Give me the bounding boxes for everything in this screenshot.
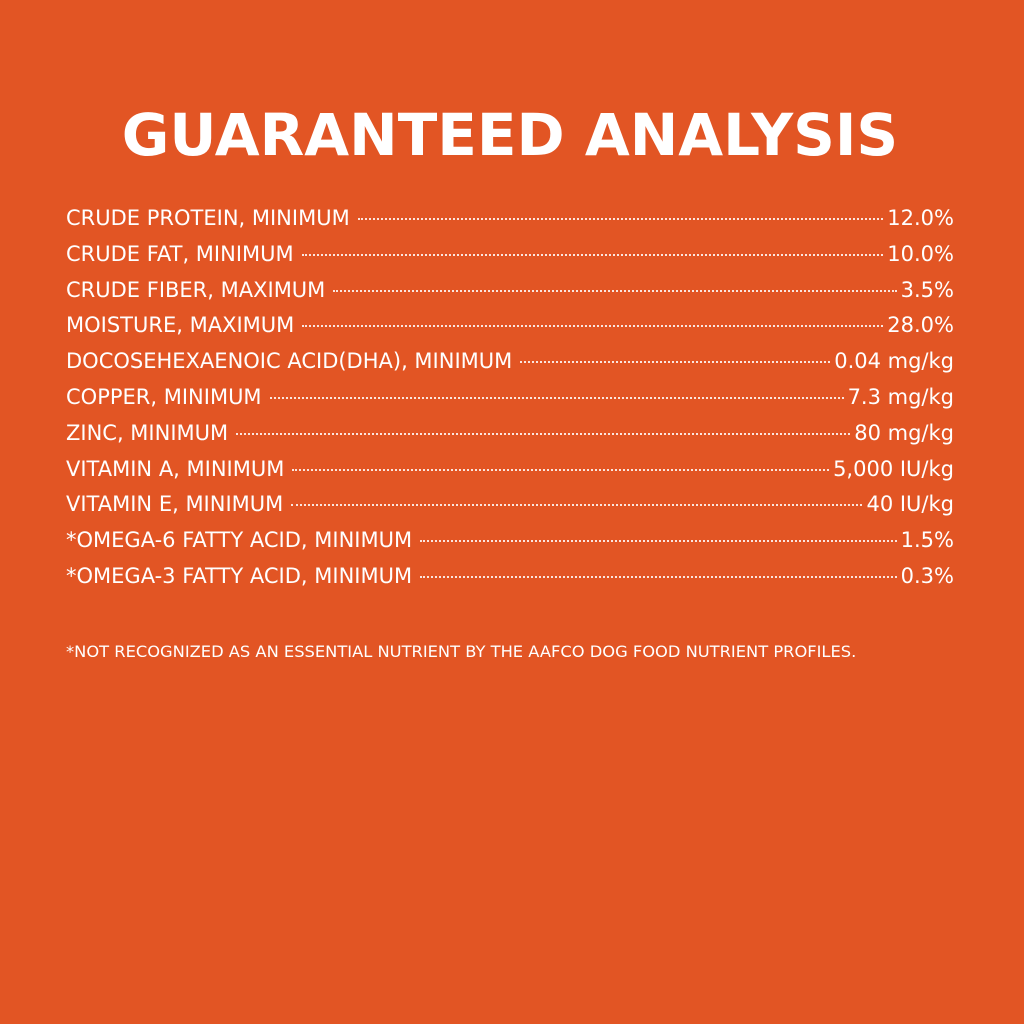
nutrient-value: 40 IU/kg	[866, 492, 954, 517]
dot-leader	[301, 253, 884, 256]
nutrient-value: 7.3 mg/kg	[847, 384, 954, 409]
table-row: *OMEGA-3 FATTY ACID, MINIMUM 0.3%	[66, 559, 954, 595]
nutrient-label: *OMEGA-3 FATTY ACID, MINIMUM	[66, 563, 413, 588]
table-row: CRUDE FAT, MINIMUM 10.0%	[66, 237, 954, 273]
nutrient-label: ZINC, MINIMUM	[66, 420, 229, 445]
nutrient-value: 0.04 mg/kg	[834, 349, 954, 374]
nutrient-value: 80 mg/kg	[854, 420, 954, 445]
nutrient-label: VITAMIN A, MINIMUM	[66, 456, 285, 481]
table-row: VITAMIN A, MINIMUM 5,000 IU/kg	[66, 452, 954, 488]
table-row: CRUDE FIBER, MAXIMUM 3.5%	[66, 273, 954, 309]
nutrient-value: 3.5%	[900, 277, 954, 302]
dot-leader	[520, 361, 831, 364]
nutrient-value: 12.0%	[887, 206, 954, 230]
table-row: MOISTURE, MAXIMUM 28.0%	[66, 308, 954, 344]
footnote: *NOT RECOGNIZED AS AN ESSENTIAL NUTRIENT…	[66, 641, 857, 661]
nutrient-label: MOISTURE, MAXIMUM	[66, 313, 295, 338]
dot-leader	[420, 575, 897, 578]
nutrient-value: 1.5%	[900, 528, 954, 553]
dot-leader	[292, 468, 830, 471]
nutrient-value: 5,000 IU/kg	[833, 456, 954, 481]
nutrient-label: *OMEGA-6 FATTY ACID, MINIMUM	[66, 528, 413, 553]
dot-leader	[333, 289, 897, 292]
nutrient-label: DOCOSEHEXAENOIC ACID(DHA), MINIMUM	[66, 349, 513, 374]
table-row: *OMEGA-6 FATTY ACID, MINIMUM 1.5%	[66, 523, 954, 559]
dot-leader	[420, 540, 897, 543]
analysis-table: CRUDE PROTEIN, MINIMUM 12.0% CRUDE FAT, …	[66, 201, 954, 595]
nutrient-value: 10.0%	[887, 241, 954, 266]
nutrient-label: CRUDE FIBER, MAXIMUM	[66, 277, 326, 302]
table-row: CRUDE PROTEIN, MINIMUM 12.0%	[66, 201, 954, 237]
dot-leader	[357, 218, 884, 220]
dot-leader	[236, 432, 851, 435]
dot-leader	[269, 396, 844, 399]
dot-leader	[291, 504, 863, 507]
nutrient-value: 28.0%	[887, 313, 954, 338]
table-row: ZINC, MINIMUM 80 mg/kg	[66, 416, 954, 452]
nutrient-value: 0.3%	[900, 563, 954, 588]
nutrient-label: COPPER, MINIMUM	[66, 384, 262, 409]
table-row: DOCOSEHEXAENOIC ACID(DHA), MINIMUM 0.04 …	[66, 344, 954, 380]
nutrient-label: CRUDE PROTEIN, MINIMUM	[66, 206, 350, 230]
nutrient-label: CRUDE FAT, MINIMUM	[66, 241, 294, 266]
page-title: GUARANTEED ANALYSIS	[121, 101, 899, 169]
dot-leader	[302, 325, 884, 328]
table-row: VITAMIN E, MINIMUM 40 IU/kg	[66, 487, 954, 523]
nutrient-label: VITAMIN E, MINIMUM	[66, 492, 284, 517]
table-row: COPPER, MINIMUM 7.3 mg/kg	[66, 380, 954, 416]
